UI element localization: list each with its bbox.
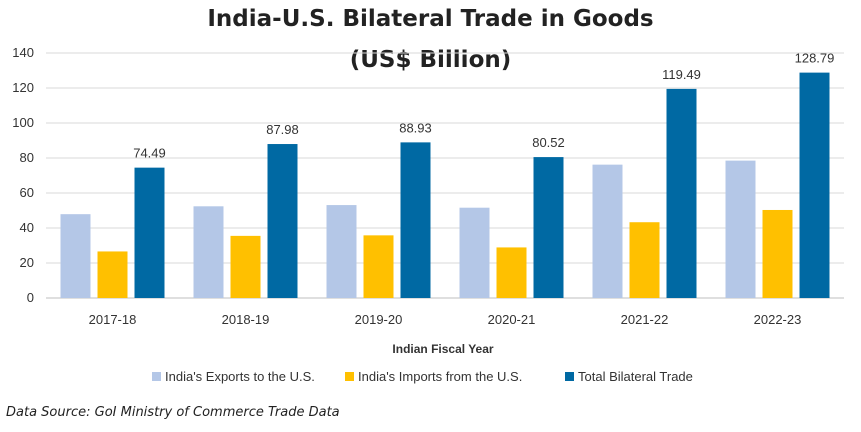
y-tick-label: 60 [20,185,34,200]
bar-2019-20-series-1 [363,235,394,298]
bar-2018-19-series-2 [267,144,298,298]
bar-2019-20-series-0 [326,205,357,298]
bar-2017-18-series-1 [97,251,128,298]
data-label: 87.98 [266,122,299,137]
data-label: 80.52 [532,135,565,150]
y-tick-label: 100 [12,115,34,130]
y-tick-label: 0 [27,290,34,305]
data-label: 88.93 [399,120,432,135]
data-label: 119.49 [662,67,701,82]
x-axis-label: Indian Fiscal Year [392,342,493,356]
y-tick-label: 20 [20,255,34,270]
bar-2017-18-series-0 [60,214,91,298]
data-label: 74.49 [133,146,166,161]
x-tick-label: 2017-18 [89,312,137,327]
bar-2022-23-series-2 [799,72,830,299]
y-tick-label: 140 [12,45,34,60]
bar-2021-22-series-2 [666,88,697,298]
x-tick-label: 2019-20 [355,312,403,327]
data-source-note: Data Source: GoI Ministry of Commerce Tr… [6,405,340,420]
legend-label: India's Imports from the U.S. [358,369,522,384]
bar-2021-22-series-0 [592,164,623,298]
bar-chart: 0 20 40 60 80 100 120 140 74.49 87.98 88.93 80.52 1… [12,45,844,384]
y-tick-label: 40 [20,220,34,235]
y-tick-label: 120 [12,80,34,95]
x-tick-label: 2018-19 [222,312,270,327]
legend-swatch [152,372,161,381]
x-axis-ticks: 2017-18 2018-19 2019-20 2020-21 2021-22 2022-… [89,312,802,327]
data-label: 128.79 [795,51,835,66]
bar-2020-21-series-1 [496,247,527,298]
y-axis-ticks: 0 20 40 60 80 100 120 140 [12,45,34,305]
legend-label: India's Exports to the U.S. [165,369,315,384]
chart-title: India-U.S. Bilateral Trade in Goods [207,6,654,32]
y-tick-label: 80 [20,150,34,165]
legend-label: Total Bilateral Trade [578,369,693,384]
bar-2020-21-series-2 [533,157,564,298]
legend-swatch [565,372,574,381]
legend-swatch [345,372,354,381]
bars [60,72,830,299]
bar-2021-22-series-1 [629,222,660,298]
bar-2022-23-series-0 [725,160,756,298]
x-tick-label: 2020-21 [488,312,536,327]
x-tick-label: 2021-22 [621,312,669,327]
x-tick-label: 2022-23 [754,312,802,327]
bar-2022-23-series-1 [762,209,793,298]
data-labels: 74.49 87.98 88.93 80.52 119.49 128.79 [133,51,834,161]
bar-2017-18-series-2 [134,167,165,298]
chart-subtitle: (US$ Billion) [349,47,512,73]
bar-2020-21-series-0 [459,207,490,298]
legend: India's Exports to the U.S. India's Impor… [152,369,693,384]
bar-2018-19-series-1 [230,235,261,298]
gridlines [46,52,844,299]
bar-2018-19-series-0 [193,206,224,298]
bar-2019-20-series-2 [400,142,431,298]
